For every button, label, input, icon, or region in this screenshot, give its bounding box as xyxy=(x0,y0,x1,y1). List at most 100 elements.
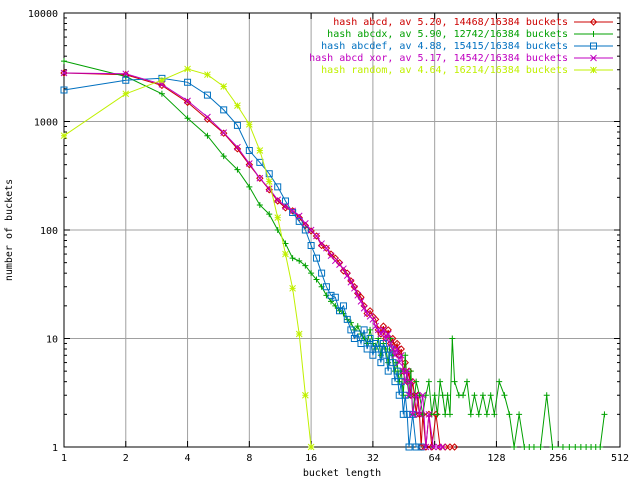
data-point xyxy=(233,145,242,153)
data-point xyxy=(422,392,429,399)
data-point xyxy=(389,359,397,367)
y-tick-label: 10000 xyxy=(28,9,58,20)
data-point xyxy=(203,115,212,123)
data-point xyxy=(444,392,451,399)
series-line xyxy=(63,77,422,448)
data-point xyxy=(369,316,377,323)
data-point xyxy=(601,411,608,418)
data-point xyxy=(425,410,433,418)
data-point xyxy=(256,147,264,154)
data-point xyxy=(549,444,556,450)
data-point xyxy=(256,174,264,182)
data-point xyxy=(307,226,315,234)
data-point xyxy=(566,444,573,450)
legend-marker xyxy=(589,18,598,26)
data-point xyxy=(475,411,482,418)
data-point xyxy=(387,340,394,347)
data-point xyxy=(401,358,409,367)
data-point xyxy=(256,174,264,182)
data-point xyxy=(437,378,444,385)
data-point xyxy=(354,323,361,330)
data-point xyxy=(302,391,309,399)
data-point xyxy=(496,378,503,385)
data-point xyxy=(434,411,441,418)
x-tick-label: 16 xyxy=(305,453,317,464)
data-point xyxy=(274,197,282,205)
data-point xyxy=(431,392,438,399)
data-point xyxy=(460,392,467,399)
data-point xyxy=(347,326,355,334)
data-point xyxy=(60,132,68,140)
x-tick-label: 512 xyxy=(611,453,629,464)
series-4 xyxy=(60,69,447,451)
data-point xyxy=(233,121,241,129)
data-point xyxy=(450,443,459,451)
data-point xyxy=(61,58,67,65)
data-point xyxy=(419,391,427,399)
data-point xyxy=(377,359,385,367)
data-point xyxy=(301,221,310,230)
data-point xyxy=(393,339,401,348)
data-point xyxy=(537,444,544,450)
data-point xyxy=(158,81,166,90)
data-point xyxy=(332,302,339,309)
data-point xyxy=(158,76,166,84)
data-point xyxy=(318,269,326,277)
data-point xyxy=(289,255,296,262)
data-point xyxy=(464,378,471,385)
series-layer xyxy=(60,58,608,451)
data-point xyxy=(322,244,331,252)
data-point xyxy=(413,378,420,385)
data-point xyxy=(323,244,330,252)
data-point xyxy=(234,143,241,151)
data-point xyxy=(432,410,440,419)
data-point xyxy=(339,267,348,275)
data-point xyxy=(572,444,579,450)
data-point xyxy=(308,270,315,277)
data-point xyxy=(419,411,426,418)
legend-marker xyxy=(590,54,597,62)
data-point xyxy=(350,335,358,342)
data-point xyxy=(416,392,423,399)
y-tick-label: 10 xyxy=(46,335,58,346)
data-point xyxy=(374,345,382,353)
data-point xyxy=(449,335,456,342)
data-point xyxy=(313,232,320,240)
data-point xyxy=(446,411,453,418)
data-point xyxy=(467,411,474,418)
data-point xyxy=(407,368,414,375)
data-point xyxy=(183,98,192,107)
data-point xyxy=(354,291,362,299)
data-point xyxy=(282,250,289,258)
data-point xyxy=(327,291,335,299)
data-point xyxy=(204,113,211,121)
data-point xyxy=(245,160,254,169)
data-point xyxy=(203,91,211,99)
data-point xyxy=(295,330,303,338)
legend-marker xyxy=(590,31,597,37)
data-point xyxy=(204,132,211,139)
data-point xyxy=(384,330,392,338)
data-point xyxy=(220,129,228,136)
series-line xyxy=(63,72,455,448)
data-point xyxy=(357,297,365,305)
x-tick-label: 2 xyxy=(123,453,129,464)
x-axis: 1 2 4 8 16 32 64 128 256 512 xyxy=(61,13,629,464)
data-point xyxy=(374,326,382,334)
data-point xyxy=(335,258,344,267)
x-tick-label: 4 xyxy=(185,453,191,464)
data-point xyxy=(220,83,228,90)
data-point xyxy=(289,207,296,215)
data-point xyxy=(543,392,550,399)
data-point xyxy=(501,392,508,399)
data-point xyxy=(393,345,401,353)
series-3 xyxy=(60,74,425,451)
x-tick-label: 32 xyxy=(367,453,379,464)
data-point xyxy=(506,411,513,418)
data-point xyxy=(60,69,68,77)
data-point xyxy=(331,293,339,301)
data-point xyxy=(425,378,432,385)
data-point xyxy=(219,129,228,137)
data-point xyxy=(234,102,241,109)
data-point xyxy=(245,147,253,155)
